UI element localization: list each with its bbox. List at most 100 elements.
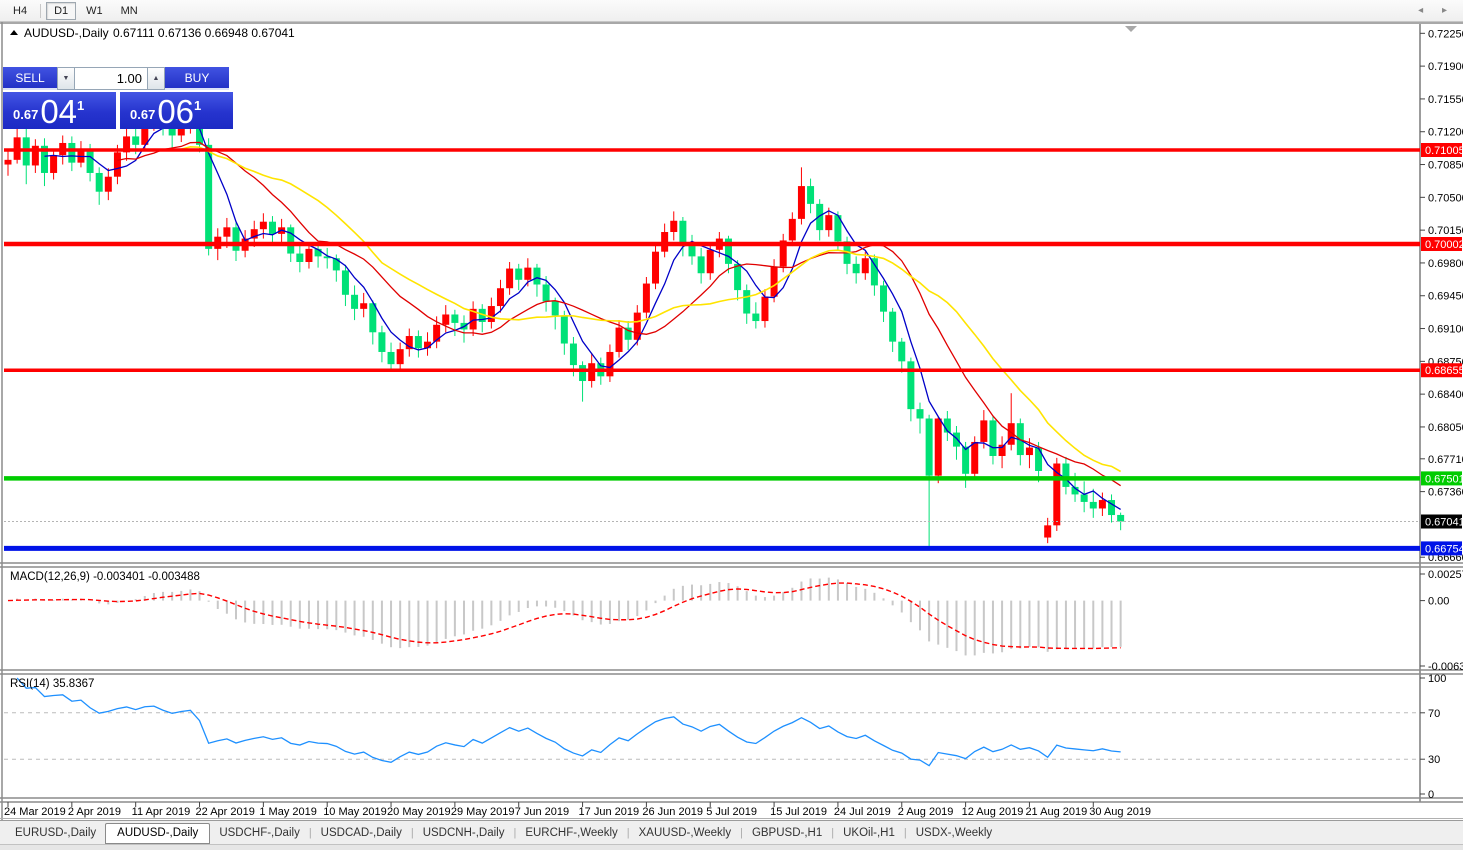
candle-body <box>424 341 432 349</box>
candle-body <box>469 308 477 330</box>
candle-body <box>250 229 258 239</box>
candle-body <box>1071 486 1079 495</box>
candle-body <box>971 441 979 474</box>
candle-body <box>779 240 787 267</box>
tab-separator: | <box>831 826 835 839</box>
candle-body <box>588 363 596 382</box>
candle-body <box>433 324 441 342</box>
window-bottom-edge <box>0 844 1463 850</box>
sell-button[interactable]: SELL <box>3 67 57 90</box>
price-label-0.66754 <box>1421 541 1462 556</box>
ask-price-pips: 06 <box>157 93 195 130</box>
timeframe-button-H4[interactable]: H4 <box>13 4 28 17</box>
candle-body <box>861 258 869 274</box>
volume-input[interactable] <box>75 67 147 90</box>
tab-separator: | <box>410 826 414 839</box>
candle-body <box>287 227 295 254</box>
one-click-trading-widget: SELL ▼ ▲ BUY 0.67 04 1 0.67 06 1 <box>3 67 233 129</box>
bid-price-panel[interactable]: 0.67 04 1 <box>3 92 116 129</box>
chart-title-ohlc: 0.67111 0.67136 0.66948 0.67041 <box>113 26 295 40</box>
volume-decrease-button[interactable]: ▼ <box>57 67 75 90</box>
candle-body <box>68 142 76 163</box>
horizontal-lines-layer[interactable] <box>4 148 1420 551</box>
symbol-tab-USDCNH-Daily[interactable]: USDCNH-,Daily <box>422 826 505 839</box>
symbol-tab-EURCHF-Weekly[interactable]: EURCHF-,Weekly <box>525 826 618 839</box>
volume-increase-button[interactable]: ▲ <box>147 67 165 90</box>
moving-averages-layer <box>44 121 1122 510</box>
candle-body <box>387 351 395 365</box>
date-axis: 24 Mar 2019 2 Apr 2019 11 Apr 2019 22 Apr 2… <box>4 802 1151 818</box>
candle-body <box>305 248 313 262</box>
scroll-to-end-marker-icon[interactable] <box>1125 26 1137 32</box>
symbol-tab-USDX-Weekly[interactable]: USDX-,Weekly <box>915 826 993 839</box>
candle-body <box>642 283 650 313</box>
symbol-tab-UKOil-H1[interactable]: UKOil-,H1 <box>843 826 895 839</box>
chart-collapse-icon[interactable] <box>10 30 18 35</box>
candle-body <box>925 418 933 476</box>
candle-body <box>834 215 842 242</box>
candle-body <box>797 186 805 219</box>
candle-body <box>989 420 997 456</box>
symbol-tab-EURUSD-Daily[interactable]: EURUSD-,Daily <box>15 826 97 839</box>
candle-body <box>442 314 450 325</box>
candle-body <box>816 203 824 231</box>
candle-body <box>451 314 459 323</box>
candle-body <box>104 176 112 192</box>
candle-body <box>569 343 577 366</box>
rsi-line <box>16 677 1121 767</box>
candle-body <box>50 155 58 173</box>
date-axis-label: 5 Jul 2019 <box>706 806 757 818</box>
ask-price-panel[interactable]: 0.67 06 1 <box>120 92 233 129</box>
candle-body <box>907 361 915 410</box>
price-label-0.70002 <box>1421 237 1462 252</box>
price-label-text: 0.67041 <box>1425 517 1463 529</box>
candle-body <box>1062 463 1070 487</box>
symbol-tab-USDCHF-Daily[interactable]: USDCHF-,Daily <box>219 826 300 839</box>
candle-body <box>223 227 231 237</box>
candle-body <box>825 215 833 231</box>
symbol-tab-XAUUSD-Weekly[interactable]: XAUUSD-,Weekly <box>638 826 732 839</box>
timeframe-button-D1[interactable]: D1 <box>46 1 77 20</box>
rsi-pane <box>4 677 1420 767</box>
candle-body <box>77 148 85 163</box>
candle-body <box>31 145 39 166</box>
candle-body <box>688 246 696 257</box>
symbol-tab-AUDUSD-Daily[interactable]: AUDUSD-,Daily <box>105 822 211 844</box>
candle-body <box>341 270 349 295</box>
candle-body <box>487 306 495 322</box>
macd-indicator-label: MACD(12,26,9) -0.003401 -0.003488 <box>10 571 200 583</box>
candle-body <box>615 327 623 352</box>
candle-body <box>369 303 377 333</box>
candle-body <box>1098 500 1106 509</box>
candle-body <box>889 311 897 342</box>
date-axis-label: 21 Aug 2019 <box>1025 806 1087 818</box>
timeframe-button-MN[interactable]: MN <box>120 4 138 17</box>
symbol-tab-GBPUSD-H1[interactable]: GBPUSD-,H1 <box>751 826 823 839</box>
buy-button[interactable]: BUY <box>165 67 229 90</box>
date-axis-label: 20 May 2019 <box>387 806 451 818</box>
candle-body <box>743 290 751 314</box>
candle-body <box>351 294 359 309</box>
candle-body <box>624 327 632 340</box>
symbol-tab-USDCAD-Daily[interactable]: USDCAD-,Daily <box>320 826 402 839</box>
ma-slow-line <box>181 146 1122 473</box>
tab-separator: | <box>626 826 630 839</box>
timeframe-button-W1[interactable]: W1 <box>86 4 103 17</box>
candle-body <box>807 186 815 204</box>
candle-body <box>40 145 48 173</box>
candle-body <box>113 152 121 177</box>
symbol-tab-bar: EURUSD-,Daily AUDUSD-,Daily USDCHF-,Daily |… <box>0 820 1463 844</box>
ma-mid-line <box>117 141 1121 487</box>
candle-body <box>95 172 103 192</box>
chart-title-symbol: AUDUSD-,Daily <box>24 26 109 40</box>
tab-scroll-arrows[interactable]: ◂ ▸ <box>1418 5 1455 16</box>
